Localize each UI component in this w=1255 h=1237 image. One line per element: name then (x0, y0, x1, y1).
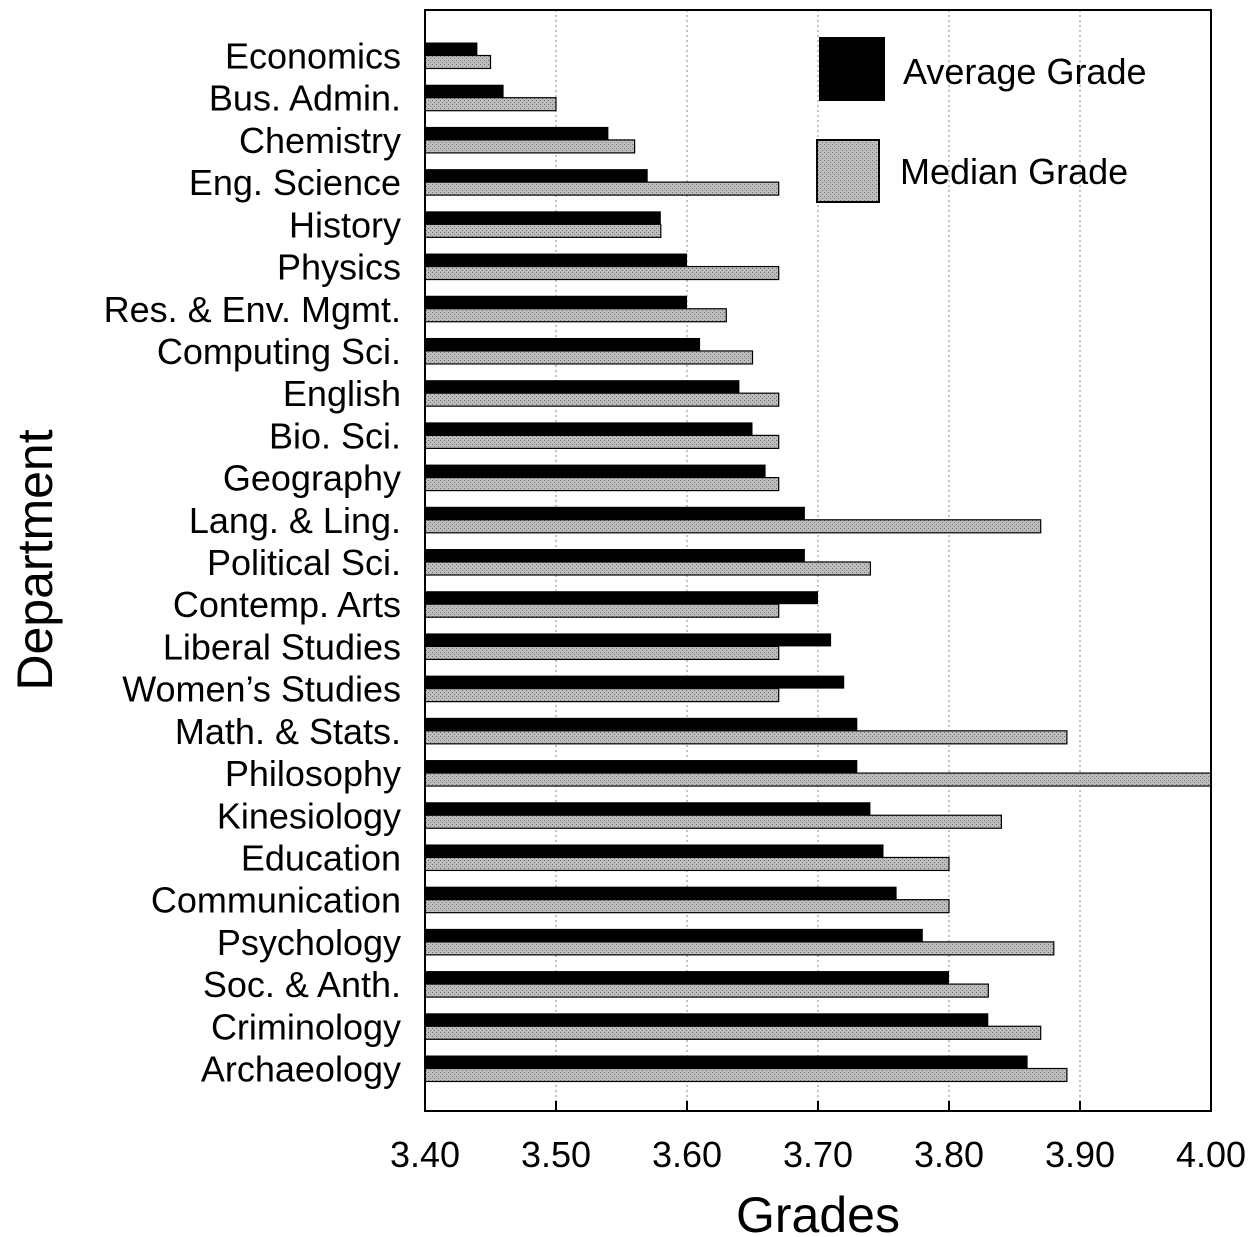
bar-average-grade (425, 717, 858, 731)
category-label: Lang. & Ling. (189, 500, 401, 541)
category-label: Liberal Studies (163, 626, 401, 667)
category-label: Res. & Env. Mgmt. (104, 289, 401, 330)
category-label: Psychology (217, 922, 401, 963)
bar-median-grade (424, 350, 754, 365)
x-tick-label: 3.40 (390, 1134, 460, 1175)
x-tick-label: 3.80 (914, 1134, 984, 1175)
bar-median-grade (424, 181, 780, 196)
bar-average-grade (425, 886, 897, 900)
bar-median-grade (424, 434, 780, 449)
bar-median-grade (424, 308, 727, 323)
bar-median-grade (424, 561, 871, 576)
bar-median-grade (424, 476, 780, 492)
bar-average-grade (425, 84, 504, 98)
x-tick-label: 3.50 (521, 1134, 591, 1175)
category-label: Eng. Science (189, 162, 401, 203)
category-label: English (283, 373, 401, 414)
bar-average-grade (425, 380, 740, 394)
category-label: History (289, 204, 401, 245)
bar-average-grade (425, 633, 832, 647)
legend-label-average: Average Grade (903, 51, 1147, 92)
bar-median-grade (424, 772, 1212, 787)
category-label: Bus. Admin. (209, 78, 401, 119)
category-label: Criminology (211, 1006, 401, 1047)
bar-average-grade (425, 1013, 989, 1027)
bar-median-grade (424, 265, 780, 281)
bar-average-grade (425, 169, 648, 183)
bar-median-grade (424, 814, 1003, 829)
bar-median-grade (424, 688, 780, 703)
legend-swatch-median (816, 139, 880, 203)
bar-average-grade (425, 295, 687, 309)
bar-average-grade (425, 549, 805, 562)
legend: Average Grade Median Grade (816, 37, 1147, 203)
category-label: Philosophy (225, 753, 401, 794)
category-label: Bio. Sci. (269, 415, 401, 456)
legend-swatch-average (819, 37, 885, 101)
bar-average-grade (425, 675, 845, 689)
bar-median-grade (424, 223, 662, 238)
bar-average-grade (425, 211, 661, 225)
category-label: Computing Sci. (157, 331, 401, 372)
x-tick-label: 3.90 (1045, 1134, 1115, 1175)
bar-median-grade (424, 730, 1068, 745)
bar-median-grade (424, 941, 1055, 956)
x-axis-title: Grades (736, 1187, 900, 1237)
x-tick-label: 3.60 (652, 1134, 722, 1175)
category-label: Political Sci. (207, 542, 401, 583)
category-label: Communication (151, 880, 401, 921)
legend-label-median: Median Grade (900, 151, 1128, 192)
bar-average-grade (425, 506, 805, 520)
bars (424, 42, 1212, 1083)
category-label: Archaeology (201, 1049, 401, 1090)
bar-average-grade (425, 464, 766, 478)
bar-median-grade (424, 1025, 1042, 1040)
x-axis-ticks: 3.40 3.50 3.60 3.70 3.80 3.90 4.00 (390, 1101, 1246, 1175)
category-label: Education (241, 837, 401, 878)
bar-average-grade (425, 928, 923, 942)
category-label: Economics (225, 36, 401, 77)
x-tick-label: 3.70 (783, 1134, 853, 1175)
bar-median-grade (424, 1067, 1068, 1083)
bar-median-grade (424, 54, 492, 70)
bar-median-grade (424, 899, 950, 914)
bar-average-grade (425, 422, 753, 436)
category-label: Soc. & Anth. (203, 964, 401, 1005)
category-label: Women’s Studies (122, 669, 401, 710)
bar-median-grade (424, 856, 950, 872)
category-label: Kinesiology (217, 795, 401, 836)
category-label: Contemp. Arts (173, 584, 401, 625)
category-label: Physics (277, 247, 401, 288)
bar-average-grade (425, 126, 609, 140)
x-tick-label: 4.00 (1176, 1134, 1246, 1175)
bar-average-grade (425, 760, 858, 774)
bar-average-grade (425, 844, 884, 858)
bar-average-grade (425, 42, 478, 56)
bar-median-grade (424, 983, 989, 998)
bar-average-grade (425, 802, 871, 816)
category-label: Chemistry (239, 120, 401, 161)
bar-median-grade (424, 603, 780, 618)
bar-average-grade (425, 971, 949, 985)
bar-average-grade (425, 253, 687, 267)
bar-average-grade (425, 591, 818, 605)
bar-median-grade (424, 645, 780, 661)
bar-median-grade (424, 519, 1042, 534)
y-axis-title: Department (7, 429, 63, 690)
bar-median-grade (424, 392, 780, 407)
bar-average-grade (425, 337, 701, 351)
category-label: Geography (223, 458, 401, 499)
category-label: Math. & Stats. (175, 711, 401, 752)
bar-median-grade (424, 139, 636, 154)
bar-average-grade (425, 1055, 1028, 1069)
bar-median-grade (424, 97, 557, 112)
